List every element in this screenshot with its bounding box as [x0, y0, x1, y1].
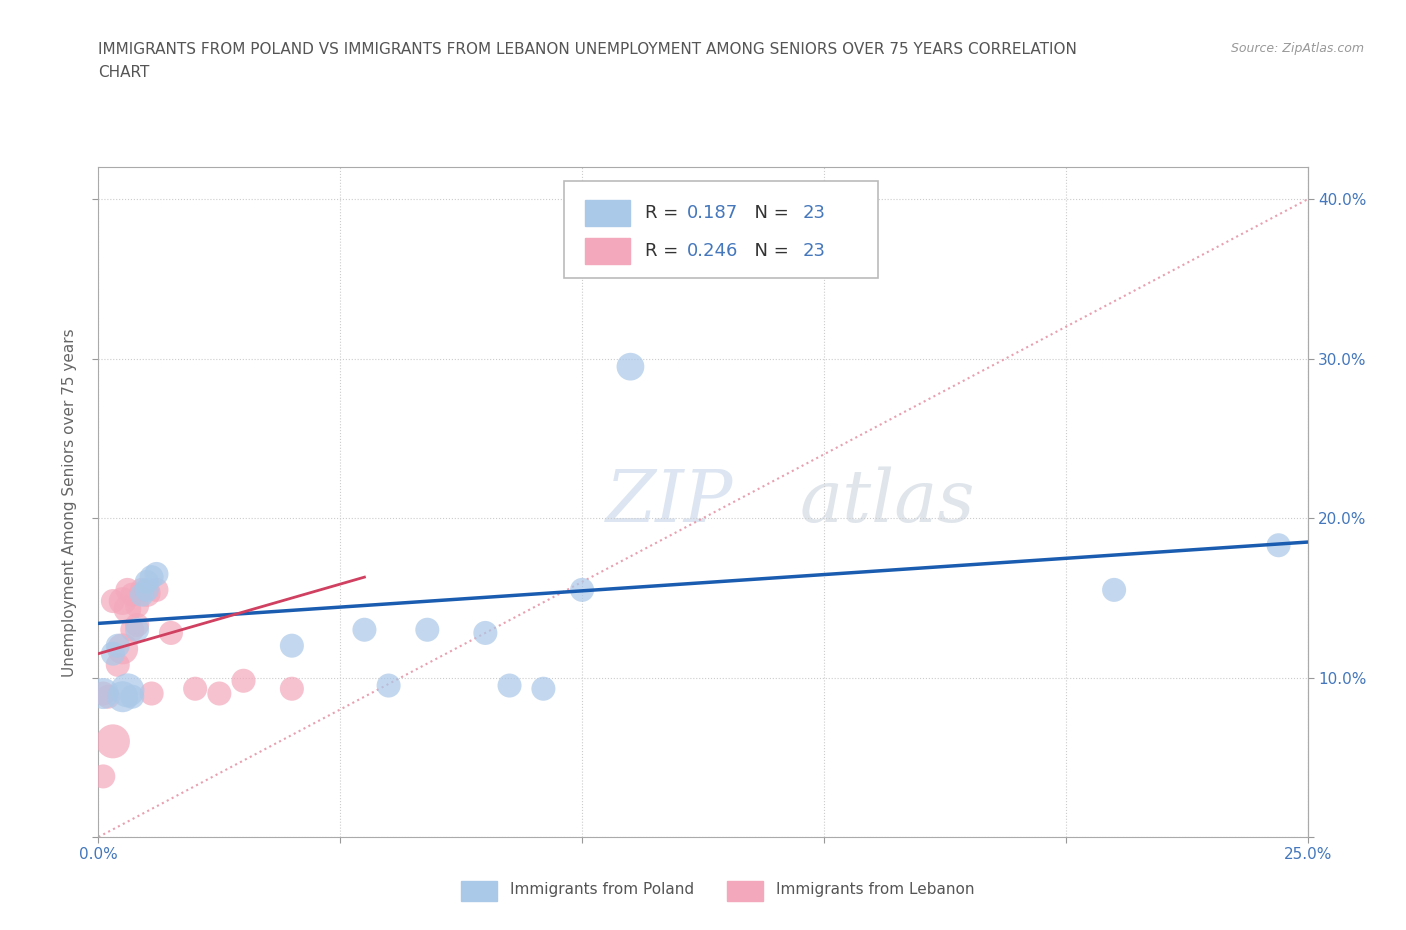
Point	[107, 658, 129, 672]
Point	[101, 734, 124, 749]
Text: 0.246: 0.246	[688, 242, 738, 260]
Point	[141, 686, 163, 701]
Text: IMMIGRANTS FROM POLAND VS IMMIGRANTS FROM LEBANON UNEMPLOYMENT AMONG SENIORS OVE: IMMIGRANTS FROM POLAND VS IMMIGRANTS FRO…	[98, 42, 1077, 57]
Point	[101, 646, 124, 661]
Point	[184, 682, 207, 697]
Point	[145, 582, 167, 597]
Point	[107, 638, 129, 653]
Point	[127, 598, 149, 613]
Point	[416, 622, 439, 637]
Text: Immigrants from Lebanon: Immigrants from Lebanon	[776, 882, 974, 897]
Point	[127, 622, 149, 637]
Y-axis label: Unemployment Among Seniors over 75 years: Unemployment Among Seniors over 75 years	[62, 328, 77, 676]
Text: Immigrants from Poland: Immigrants from Poland	[509, 882, 693, 897]
FancyBboxPatch shape	[564, 180, 879, 278]
Point	[281, 682, 304, 697]
Point	[121, 689, 143, 704]
Point	[145, 566, 167, 581]
Text: 0.187: 0.187	[688, 204, 738, 222]
Point	[571, 582, 593, 597]
Bar	[585, 200, 630, 226]
Point	[377, 678, 399, 693]
Point	[232, 673, 254, 688]
Point	[135, 582, 157, 597]
Point	[97, 689, 120, 704]
Text: CHART: CHART	[98, 65, 150, 80]
Text: N =: N =	[742, 204, 794, 222]
Point	[498, 678, 520, 693]
Text: atlas: atlas	[800, 467, 976, 538]
Point	[619, 359, 641, 374]
Point	[131, 587, 153, 602]
Text: ZIP: ZIP	[606, 467, 734, 538]
Bar	[585, 238, 630, 264]
Point	[117, 602, 139, 617]
Text: 23: 23	[803, 242, 825, 260]
Point	[91, 686, 114, 701]
Point	[1267, 538, 1289, 552]
Point	[111, 593, 134, 608]
Bar	[461, 881, 498, 900]
Point	[127, 618, 149, 632]
Point	[160, 626, 183, 641]
Point	[135, 586, 157, 601]
Point	[111, 689, 134, 704]
Text: R =: R =	[645, 204, 683, 222]
Point	[117, 582, 139, 597]
Point	[208, 686, 231, 701]
Point	[111, 642, 134, 657]
Point	[117, 683, 139, 698]
Point	[131, 582, 153, 597]
Point	[121, 622, 143, 637]
Text: R =: R =	[645, 242, 683, 260]
Text: Source: ZipAtlas.com: Source: ZipAtlas.com	[1230, 42, 1364, 55]
Point	[474, 626, 496, 641]
Point	[281, 638, 304, 653]
Point	[121, 587, 143, 602]
Point	[141, 570, 163, 585]
Point	[135, 575, 157, 590]
Point	[91, 686, 114, 701]
Text: N =: N =	[742, 242, 794, 260]
Point	[353, 622, 375, 637]
Point	[101, 593, 124, 608]
Text: 23: 23	[803, 204, 825, 222]
Point	[1102, 582, 1125, 597]
Bar	[727, 881, 763, 900]
Point	[531, 682, 554, 697]
Point	[91, 769, 114, 784]
